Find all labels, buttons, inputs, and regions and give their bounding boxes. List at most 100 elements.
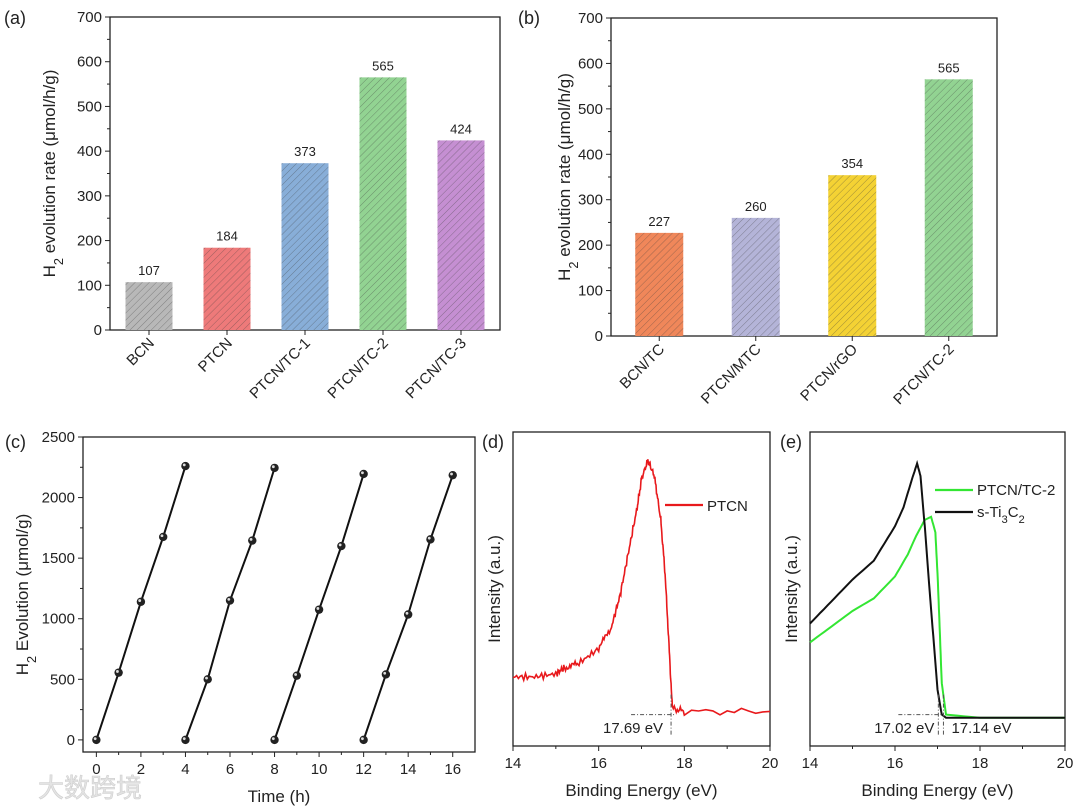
bar-hatch <box>359 77 407 330</box>
x-tick-label: 16 <box>590 755 607 772</box>
y-tick-label: 700 <box>578 10 603 27</box>
y-tick-label: 2500 <box>42 429 75 446</box>
y-tick-label: 300 <box>578 192 603 209</box>
onset-annotation: 17.02 eV <box>874 720 934 737</box>
data-point-highlight <box>227 597 231 601</box>
y-axis-label: H2 evolution rate (μmol/h/g) <box>40 70 66 278</box>
x-tick-label: 14 <box>505 755 522 772</box>
x-tick-label: 16 <box>887 755 904 772</box>
data-point <box>225 596 235 605</box>
data-point <box>92 735 101 745</box>
series-line <box>362 474 454 741</box>
series-line <box>512 459 771 717</box>
data-point <box>403 610 413 619</box>
y-tick-label: 400 <box>578 146 603 163</box>
bar-hatch <box>635 232 684 336</box>
bar-value-label: 373 <box>294 144 316 159</box>
onset-annotation: 17.14 eV <box>951 720 1011 737</box>
x-tick-label: 20 <box>1057 755 1074 772</box>
data-point-highlight <box>182 463 186 467</box>
x-tick-label: 16 <box>444 761 461 778</box>
y-axis-label: Intensity (a.u.) <box>782 535 801 643</box>
y-tick-label: 2000 <box>42 490 75 507</box>
y-tick-label: 0 <box>67 732 75 749</box>
panel-label: (b) <box>518 8 540 28</box>
data-point-highlight <box>338 543 342 547</box>
x-tick-label: 0 <box>92 761 100 778</box>
watermark: 大数跨境 <box>38 773 142 803</box>
data-point-highlight <box>405 611 409 615</box>
data-point-highlight <box>116 670 119 673</box>
data-point-highlight <box>271 465 275 469</box>
data-point-highlight <box>383 671 387 675</box>
bar-value-label: 354 <box>841 156 863 171</box>
x-axis-label: Time (h) <box>248 787 311 806</box>
bar-hatch <box>924 79 973 336</box>
panel-label: (d) <box>482 432 504 452</box>
x-category-label: PTCN/TC-1 <box>246 335 313 402</box>
data-point-highlight <box>450 472 453 476</box>
y-tick-label: 1500 <box>42 550 75 567</box>
x-category-label: PTCN/rGO <box>797 341 861 405</box>
x-tick-label: 18 <box>972 755 989 772</box>
data-point <box>270 463 279 473</box>
bar-value-label: 565 <box>372 58 394 73</box>
x-category-label: PTCN/MTC <box>698 341 765 408</box>
data-point <box>292 671 302 680</box>
data-point-highlight <box>182 737 186 741</box>
x-tick-label: 14 <box>802 755 819 772</box>
bar-hatch <box>731 217 780 336</box>
panel-e: (e) Intensity (a.u.) 14 16 18 20 Binding Energ… <box>780 431 1074 800</box>
x-category-label: PTCN/TC-2 <box>890 341 957 408</box>
data-point <box>136 597 146 606</box>
x-tick-label: 18 <box>676 755 693 772</box>
legend-label: PTCN <box>707 498 748 515</box>
data-point-highlight <box>294 673 298 676</box>
x-category-label: PTCN <box>195 335 236 376</box>
data-point-highlight <box>316 607 320 610</box>
x-tick-label: 12 <box>355 761 372 778</box>
bar-hatch <box>203 247 251 330</box>
panel-label: (e) <box>780 432 802 452</box>
panel-label: (c) <box>5 432 26 452</box>
bar-hatch <box>437 140 485 330</box>
data-point-highlight <box>361 737 364 741</box>
x-tick-label: 20 <box>762 755 779 772</box>
y-tick-label: 400 <box>77 143 102 160</box>
x-tick-label: 4 <box>181 761 189 778</box>
bar-value-label: 184 <box>216 229 238 244</box>
data-point <box>114 668 123 677</box>
y-tick-label: 100 <box>578 283 603 300</box>
data-point <box>359 469 368 479</box>
data-point <box>381 670 391 679</box>
data-point <box>158 532 168 542</box>
y-tick-label: 500 <box>77 98 102 115</box>
panel-a: (a) 0 100 200 300 400 500 600 700 H2 evolution ra… <box>4 8 501 402</box>
y-tick-label: 0 <box>94 322 102 339</box>
data-point <box>203 675 212 684</box>
x-tick-label: 10 <box>311 761 328 778</box>
bar-value-label: 565 <box>938 60 960 75</box>
bar-value-label: 260 <box>745 199 767 214</box>
y-tick-label: 700 <box>77 9 102 26</box>
y-axis-label: H2 Evolution (μmol/g) <box>13 514 39 675</box>
data-point <box>448 470 457 480</box>
x-tick-label: 2 <box>137 761 145 778</box>
bar-hatch <box>281 163 329 330</box>
onset-annotation: 17.69 eV <box>603 720 663 737</box>
data-point <box>359 735 368 745</box>
x-axis-label: Binding Energy (eV) <box>861 781 1013 800</box>
x-tick-label: 6 <box>226 761 234 778</box>
data-point-highlight <box>93 737 97 741</box>
data-point-highlight <box>249 537 253 541</box>
x-category-label: BCN <box>123 335 157 369</box>
data-point-highlight <box>160 534 164 538</box>
x-tick-label: 14 <box>400 761 417 778</box>
y-tick-label: 600 <box>578 55 603 72</box>
y-tick-label: 300 <box>77 188 102 205</box>
y-tick-label: 200 <box>77 233 102 250</box>
plot-frame <box>82 436 476 753</box>
bar-hatch <box>125 282 173 330</box>
data-point-highlight <box>271 737 275 741</box>
